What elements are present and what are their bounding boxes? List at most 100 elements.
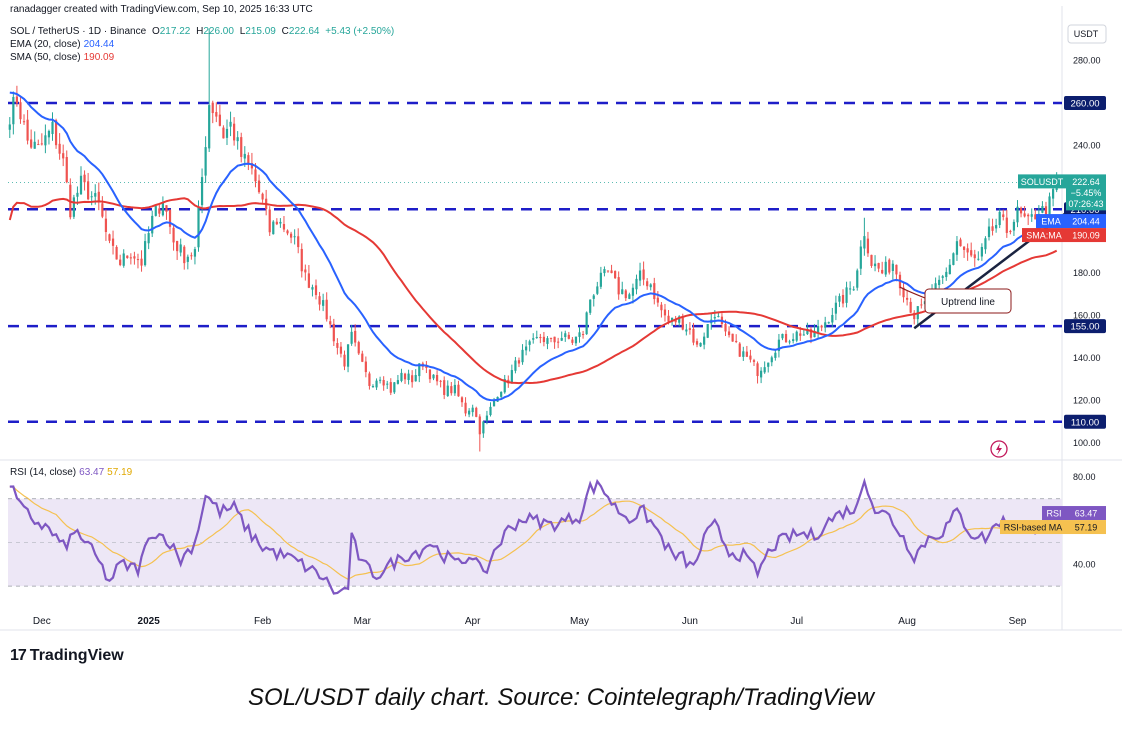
candle-body: [151, 215, 154, 234]
candle-body: [403, 373, 407, 380]
candle-body: [314, 285, 318, 296]
candle-body: [877, 263, 880, 269]
candle-body: [40, 143, 43, 145]
candle-body: [126, 255, 129, 258]
candle-body: [186, 256, 189, 262]
candle-body: [603, 269, 606, 274]
month-label: Dec: [33, 616, 51, 627]
candle-body: [289, 233, 293, 238]
candle-body: [62, 153, 65, 159]
currency-label: USDT: [1074, 29, 1099, 39]
lightning-icon-bolt: [996, 443, 1002, 455]
ema-20-line: [9, 91, 1058, 402]
level-badge-bg: [1064, 96, 1106, 110]
candle-body: [788, 341, 791, 343]
candle-body: [101, 203, 104, 217]
candle-body: [197, 207, 200, 248]
ema-legend[interactable]: EMA (20, close) 204.44: [10, 38, 117, 51]
candle-body: [735, 340, 738, 342]
candle-body: [635, 278, 638, 290]
candle-body: [407, 373, 410, 380]
candle-body: [1048, 196, 1051, 221]
candle-body: [503, 378, 506, 393]
candle-body: [795, 331, 798, 341]
candle-body: [920, 304, 923, 306]
candle-body: [564, 333, 567, 337]
candle-body: [646, 281, 649, 287]
candle-body: [336, 342, 339, 348]
annotation-box: [924, 288, 1012, 314]
candle-body: [674, 319, 677, 323]
candle-body: [995, 225, 998, 229]
candle-body: [517, 360, 521, 364]
candle-body: [8, 124, 11, 130]
candle-body: [26, 119, 29, 141]
candle-body: [838, 296, 841, 302]
trading-chart[interactable]: Uptrend line USDT 100.00 120.00 140.00 160.0…: [0, 0, 1122, 640]
candle-body: [76, 192, 79, 197]
candle-body: [745, 351, 748, 357]
candle-body: [621, 289, 624, 295]
candle-body: [660, 304, 663, 311]
candle-body: [938, 279, 941, 286]
candle-body: [845, 287, 848, 303]
candle-body: [1016, 206, 1019, 223]
open-value: 217.22: [159, 26, 191, 37]
candle-body: [386, 383, 389, 385]
candle-body: [984, 238, 987, 250]
candle-body: [464, 402, 467, 414]
candle-body: [827, 322, 830, 324]
candle-body: [72, 197, 75, 217]
low-value: 215.09: [245, 26, 276, 37]
sma-legend[interactable]: SMA (50, close) 190.09: [10, 51, 117, 64]
last-price-badge-text: −5.45%: [1071, 188, 1102, 198]
candle-body: [492, 400, 496, 407]
candle-body: [161, 202, 164, 216]
candle-body: [866, 238, 870, 254]
price-axis[interactable]: USDT 100.00 120.00 140.00 160.00 180.00 240.00…: [1067, 24, 1107, 569]
candle-body: [824, 322, 827, 328]
candle-body: [699, 342, 702, 347]
candle-body: [111, 238, 115, 246]
candle-body: [275, 221, 278, 225]
level-badge-text: 110.00: [1071, 417, 1099, 428]
candle-body: [215, 112, 218, 117]
sma-val-bg: [1066, 228, 1106, 243]
candle-body: [934, 283, 937, 289]
candle-body: [760, 370, 763, 378]
candle-body: [1012, 221, 1016, 231]
candle-body: [350, 331, 353, 344]
sma-legend-value: 190.09: [83, 52, 115, 63]
candle-body: [514, 360, 517, 371]
price-tick: 160.00: [1073, 311, 1101, 321]
candle-body: [286, 230, 289, 234]
candle-body: [268, 209, 271, 233]
candle-body: [909, 301, 912, 313]
candle-body: [233, 123, 236, 141]
candle-body: [941, 276, 944, 278]
month-label: Jul: [790, 616, 803, 627]
candle-body: [799, 333, 802, 336]
candle-body: [307, 273, 310, 288]
candle-body: [717, 316, 720, 318]
candle-body: [970, 250, 973, 256]
candle-body: [261, 193, 264, 200]
price-tick: 240.00: [1073, 141, 1101, 151]
candle-body: [361, 353, 364, 362]
ema-legend-value: 204.44: [83, 39, 115, 50]
last-price-badge-bg: [1066, 174, 1106, 211]
candle-body: [888, 259, 891, 273]
candle-body: [987, 226, 991, 238]
candle-body: [65, 157, 68, 183]
candle-body: [998, 211, 1001, 226]
candle-body: [329, 321, 332, 325]
rsi-legend[interactable]: RSI (14, close) 63.47 57.19: [10, 466, 135, 479]
candle-body: [1030, 214, 1033, 217]
candle-body: [809, 329, 813, 338]
symbol-title[interactable]: SOL / TetherUS · 1D · Binance: [10, 26, 147, 37]
ema-val-text: 204.44: [1072, 217, 1100, 227]
candle-body: [574, 336, 578, 344]
candle-body: [375, 380, 378, 388]
candle-body: [297, 236, 300, 248]
time-axis[interactable]: Dec 2025 Feb Mar Apr May Jun Jul Aug Sep: [33, 616, 1027, 627]
